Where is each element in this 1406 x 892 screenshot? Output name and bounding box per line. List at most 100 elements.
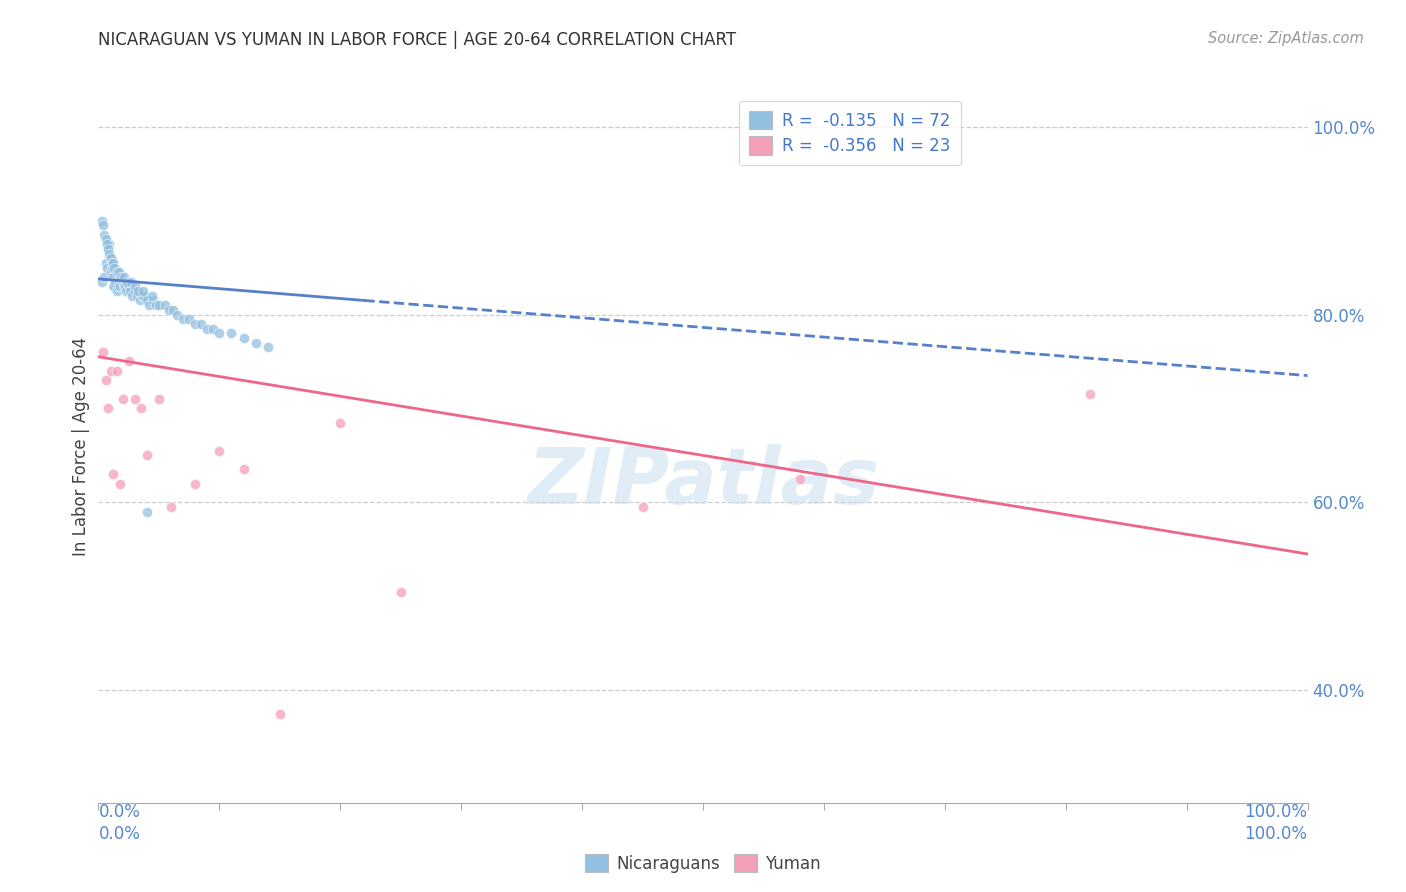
Point — [221, 326, 243, 341]
Point — [101, 279, 124, 293]
Point — [124, 392, 146, 406]
Point — [135, 449, 157, 463]
Text: NICARAGUAN VS YUMAN IN LABOR FORCE | AGE 20-64 CORRELATION CHART: NICARAGUAN VS YUMAN IN LABOR FORCE | AGE… — [98, 31, 737, 49]
Point — [631, 500, 654, 514]
Y-axis label: In Labor Force | Age 20-64: In Labor Force | Age 20-64 — [72, 336, 90, 556]
Point — [105, 364, 128, 378]
Point — [104, 275, 127, 289]
Point — [94, 373, 117, 387]
Point — [114, 279, 136, 293]
Point — [107, 279, 129, 293]
Point — [172, 312, 194, 326]
Point — [202, 321, 225, 335]
Point — [100, 256, 122, 270]
Point — [184, 476, 207, 491]
Point — [100, 364, 122, 378]
Point — [184, 317, 207, 331]
Point — [105, 284, 128, 298]
Point — [101, 256, 124, 270]
Point — [100, 260, 122, 275]
Point — [100, 251, 122, 265]
Text: 100.0%: 100.0% — [1244, 825, 1308, 843]
Point — [91, 219, 114, 233]
Point — [389, 584, 412, 599]
Point — [103, 279, 125, 293]
Point — [232, 331, 254, 345]
Point — [142, 293, 165, 308]
Point — [118, 279, 141, 293]
Point — [145, 298, 167, 312]
Point — [98, 237, 121, 252]
Point — [111, 392, 134, 406]
Point — [101, 467, 124, 482]
Point — [96, 237, 118, 252]
Point — [127, 289, 149, 303]
Point — [162, 302, 184, 317]
Point — [112, 279, 135, 293]
Point — [110, 270, 132, 285]
Text: 100.0%: 100.0% — [1244, 803, 1308, 821]
Point — [98, 246, 121, 260]
Point — [97, 242, 120, 256]
Legend: Nicaraguans, Yuman: Nicaraguans, Yuman — [578, 847, 828, 880]
Point — [101, 270, 124, 285]
Point — [103, 260, 125, 275]
Point — [138, 298, 160, 312]
Point — [141, 289, 163, 303]
Point — [789, 472, 811, 486]
Text: Source: ZipAtlas.com: Source: ZipAtlas.com — [1208, 31, 1364, 46]
Point — [91, 345, 114, 359]
Point — [124, 284, 146, 298]
Point — [117, 275, 139, 289]
Point — [100, 265, 122, 279]
Point — [93, 227, 115, 242]
Point — [1078, 387, 1101, 401]
Point — [135, 505, 157, 519]
Point — [134, 289, 156, 303]
Point — [160, 500, 183, 514]
Point — [100, 251, 122, 265]
Point — [153, 298, 176, 312]
Point — [131, 289, 153, 303]
Point — [96, 260, 118, 275]
Text: 0.0%: 0.0% — [98, 825, 141, 843]
Point — [208, 326, 231, 341]
Point — [94, 256, 117, 270]
Point — [148, 298, 170, 312]
Point — [108, 279, 131, 293]
Point — [195, 321, 218, 335]
Point — [97, 242, 120, 256]
Point — [120, 275, 142, 289]
Point — [108, 275, 131, 289]
Point — [110, 270, 132, 285]
Text: ZIPatlas: ZIPatlas — [527, 443, 879, 520]
Point — [148, 392, 170, 406]
Point — [111, 275, 134, 289]
Point — [329, 416, 352, 430]
Point — [232, 462, 254, 476]
Point — [105, 265, 128, 279]
Point — [127, 284, 149, 298]
Point — [121, 289, 143, 303]
Point — [179, 312, 201, 326]
Point — [166, 308, 188, 322]
Point — [108, 265, 131, 279]
Point — [128, 293, 150, 308]
Point — [135, 293, 157, 308]
Point — [190, 317, 212, 331]
Point — [269, 706, 291, 721]
Point — [256, 340, 278, 354]
Point — [112, 270, 135, 285]
Point — [115, 284, 138, 298]
Point — [91, 275, 114, 289]
Point — [157, 302, 180, 317]
Point — [129, 401, 152, 416]
Point — [94, 232, 117, 246]
Point — [132, 284, 155, 298]
Point — [91, 213, 114, 227]
Point — [208, 443, 231, 458]
Point — [118, 354, 141, 368]
Point — [93, 270, 115, 285]
Point — [97, 401, 120, 416]
Point — [108, 476, 131, 491]
